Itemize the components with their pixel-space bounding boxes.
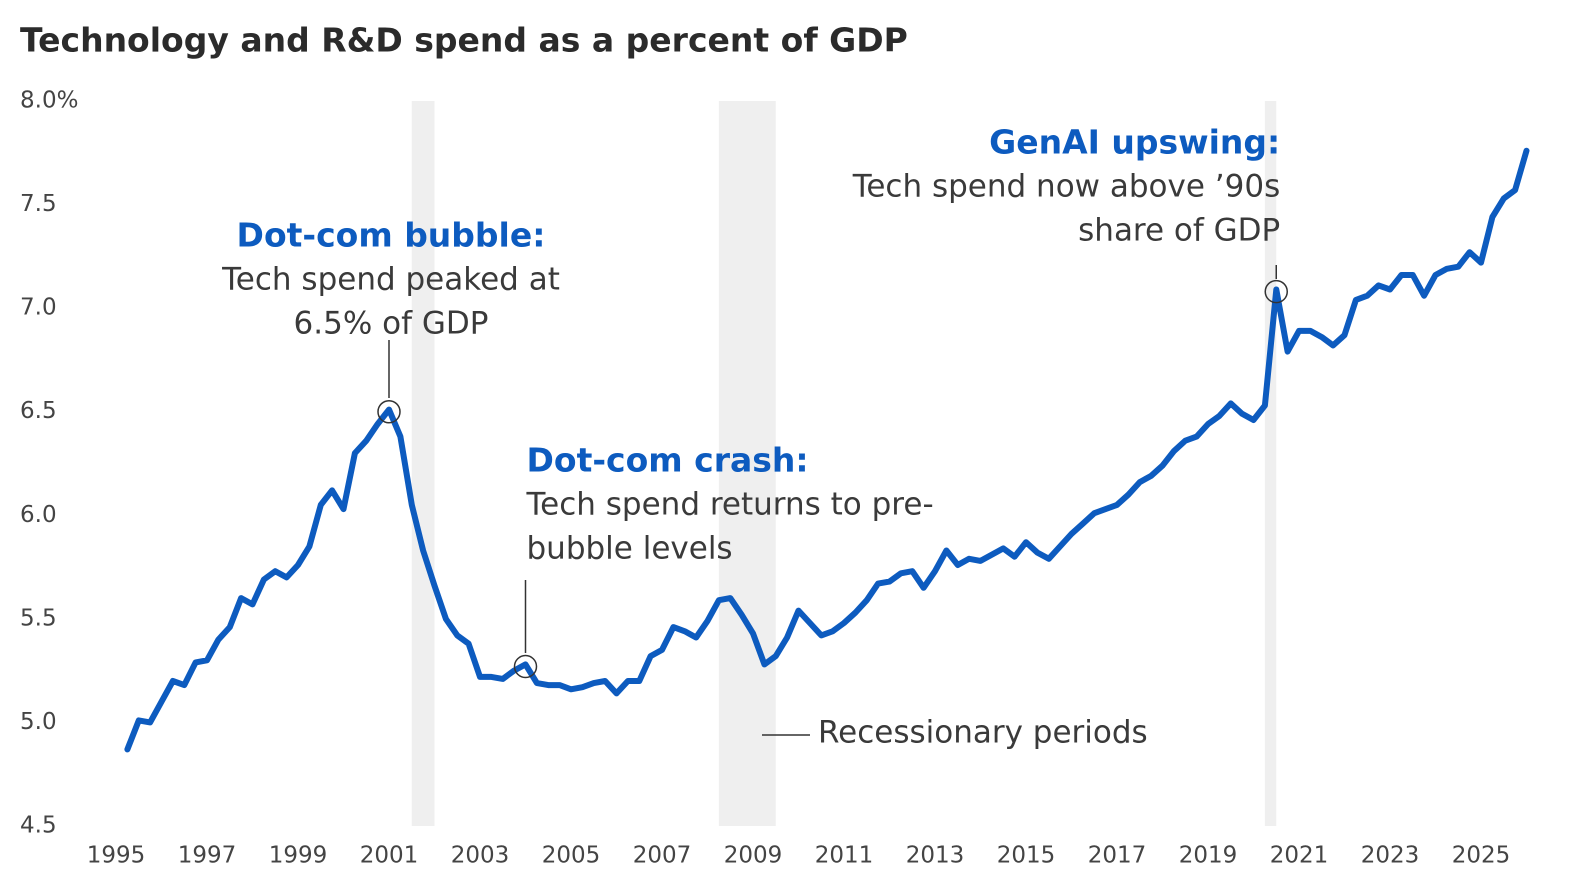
y-tick-label: 5.0 — [20, 709, 57, 735]
x-tick-label: 2013 — [906, 843, 965, 869]
annotation-title: Dot-com crash: — [527, 441, 809, 480]
y-tick-label: 7.0 — [20, 295, 57, 321]
y-tick-label: 8.0% — [20, 88, 78, 114]
x-tick-label: 2015 — [997, 843, 1056, 869]
chart-title: Technology and R&D spend as a percent of… — [20, 21, 908, 60]
recession-band — [718, 101, 776, 826]
annotation-text: bubble levels — [527, 531, 733, 567]
y-tick-label: 4.5 — [20, 813, 57, 839]
x-tick-label: 2023 — [1361, 843, 1420, 869]
annotation-title: GenAI upswing: — [989, 123, 1280, 162]
recession-band — [411, 101, 435, 826]
annotation-title: Dot-com bubble: — [237, 216, 546, 255]
y-tick-label: 5.5 — [20, 605, 57, 631]
y-tick-label: 6.0 — [20, 502, 57, 528]
annotation-text: share of GDP — [1078, 213, 1280, 249]
x-tick-label: 1999 — [269, 843, 328, 869]
x-tick-label: 1995 — [87, 843, 146, 869]
x-tick-label: 2001 — [360, 843, 419, 869]
y-tick-label: 6.5 — [20, 398, 57, 424]
annotation-marker — [377, 399, 401, 424]
x-tick-label: 1997 — [178, 843, 237, 869]
legend-label: Recessionary periods — [818, 715, 1148, 751]
data-line — [124, 147, 1530, 753]
x-tick-label: 2007 — [633, 843, 692, 869]
annotation-marker — [1264, 279, 1288, 304]
x-tick-label: 2021 — [1270, 843, 1329, 869]
recession-band — [1264, 101, 1277, 826]
annotation-text: Tech spend returns to pre- — [526, 487, 934, 523]
x-tick-label: 2011 — [815, 843, 874, 869]
x-tick-label: 2019 — [1179, 843, 1238, 869]
x-tick-label: 2017 — [1088, 843, 1147, 869]
x-tick-label: 2009 — [724, 843, 783, 869]
x-tick-label: 2003 — [451, 843, 510, 869]
annotation-marker — [513, 654, 538, 679]
x-tick-label: 2005 — [542, 843, 601, 869]
annotation-text: 6.5% of GDP — [294, 306, 489, 342]
annotation-text: Tech spend peaked at — [221, 262, 560, 298]
x-tick-label: 2025 — [1452, 843, 1511, 869]
y-tick-label: 7.5 — [20, 191, 57, 217]
annotation-text: Tech spend now above ’90s — [852, 169, 1281, 205]
